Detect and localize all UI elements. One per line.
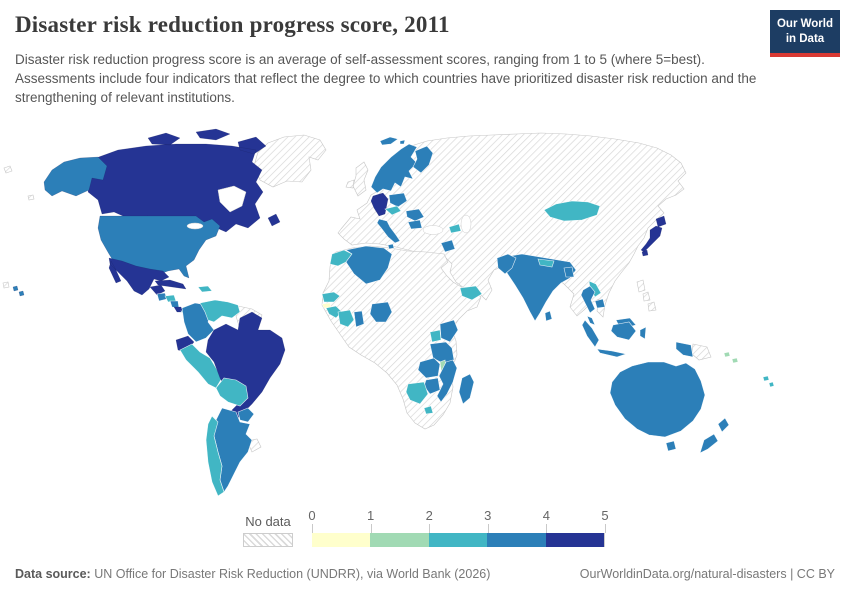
country-united-states[interactable] xyxy=(12,156,221,297)
country-bulgaria[interactable] xyxy=(407,219,423,230)
country-nigeria[interactable] xyxy=(369,301,393,323)
region-greenland xyxy=(253,134,327,188)
country-japan[interactable] xyxy=(640,215,667,257)
country-yemen[interactable] xyxy=(459,285,483,301)
caspian-sea xyxy=(460,214,472,234)
region-papua-new-guinea xyxy=(691,343,712,361)
country-uganda[interactable] xyxy=(429,329,442,343)
country-bangladesh[interactable] xyxy=(563,266,575,278)
owid-logo-line2: in Data xyxy=(785,32,825,45)
data-source-note: Data source: UN Office for Disaster Risk… xyxy=(15,567,490,581)
owid-url-link[interactable]: OurWorldinData.org/natural-disasters | C… xyxy=(579,567,835,581)
country-solomon-islands[interactable] xyxy=(723,351,739,364)
country-czechia[interactable] xyxy=(384,205,402,216)
region-philippines xyxy=(636,279,657,312)
country-cambodia[interactable] xyxy=(594,298,606,309)
region-edge-islands xyxy=(2,165,35,289)
data-source-label: Data source: xyxy=(15,567,91,581)
chart-footer: Data source: UN Office for Disaster Risk… xyxy=(15,567,835,581)
country-mexico[interactable] xyxy=(108,257,170,296)
region-united-kingdom xyxy=(345,161,369,197)
country-sri-lanka[interactable] xyxy=(544,310,553,322)
tick-label-2: 2 xyxy=(425,508,433,523)
black-sea xyxy=(422,225,444,235)
tick-label-1: 1 xyxy=(366,508,375,523)
country-madagascar[interactable] xyxy=(458,373,475,405)
legend-swatch-4-5[interactable] xyxy=(545,533,605,547)
tick-mark xyxy=(487,524,489,533)
country-syria[interactable] xyxy=(440,239,456,253)
tick-label-5: 5 xyxy=(601,508,609,523)
country-cuba[interactable] xyxy=(154,279,187,290)
hudson-bay xyxy=(217,185,247,213)
tick-mark xyxy=(312,524,313,533)
country-thailand[interactable] xyxy=(580,285,596,314)
data-source-text: UN Office for Disaster Risk Reduction (U… xyxy=(90,567,491,581)
legend-swatch-3-4[interactable] xyxy=(487,533,546,547)
country-mozambique[interactable] xyxy=(436,359,458,403)
country-botswana[interactable] xyxy=(405,381,429,405)
country-ghana[interactable] xyxy=(353,310,365,328)
country-finland[interactable] xyxy=(412,145,434,174)
country-mongolia[interactable] xyxy=(543,200,601,222)
tick-label-4: 4 xyxy=(542,508,551,523)
legend-swatch-0-1[interactable] xyxy=(312,533,371,547)
page-title: Disaster risk reduction progress score, … xyxy=(15,12,450,37)
owid-logo-line1: Our World xyxy=(776,18,833,30)
country-senegal[interactable] xyxy=(321,291,341,303)
country-armenia[interactable] xyxy=(448,223,462,234)
country-germany[interactable] xyxy=(370,192,389,217)
legend-color-bar xyxy=(312,533,605,547)
country-italy[interactable] xyxy=(376,218,401,250)
no-data-label: No data xyxy=(245,514,291,529)
country-india[interactable] xyxy=(499,253,577,322)
map-legend: No data 0 1 2 3 4 5 xyxy=(243,508,609,547)
country-cote-divoire[interactable] xyxy=(337,309,355,328)
country-paraguay[interactable] xyxy=(237,407,255,423)
country-poland[interactable] xyxy=(388,192,408,208)
country-australia[interactable] xyxy=(609,361,706,452)
great-lakes xyxy=(186,222,204,230)
country-dominican-republic[interactable] xyxy=(197,285,213,293)
tick-label-3: 3 xyxy=(484,508,492,523)
tick-label-0: 0 xyxy=(308,508,316,523)
tick-mark xyxy=(605,524,606,533)
country-new-zealand[interactable] xyxy=(699,417,730,454)
country-pakistan[interactable] xyxy=(496,253,517,275)
legend-color-scale: 0 1 2 3 4 5 xyxy=(308,508,609,547)
country-romania[interactable] xyxy=(405,208,425,222)
country-chile[interactable] xyxy=(205,415,225,497)
legend-swatch-1-2[interactable] xyxy=(370,533,429,547)
country-nepal[interactable] xyxy=(537,258,555,268)
region-eurasia-no-data xyxy=(337,132,687,318)
no-data-swatch[interactable] xyxy=(243,533,293,547)
country-zambia[interactable] xyxy=(417,357,441,379)
legend-swatch-2-3[interactable] xyxy=(428,533,488,547)
owid-logo[interactable]: Our World in Data xyxy=(770,10,840,57)
country-fiji[interactable] xyxy=(762,375,775,388)
country-lesotho[interactable] xyxy=(423,405,434,415)
tick-mark xyxy=(546,524,548,533)
country-venezuela[interactable] xyxy=(199,299,241,323)
country-indonesia[interactable] xyxy=(581,319,694,358)
country-algeria[interactable] xyxy=(345,245,393,285)
tick-mark xyxy=(429,524,431,533)
legend-no-data: No data xyxy=(243,514,293,547)
tick-mark xyxy=(370,524,372,533)
country-brazil[interactable] xyxy=(205,311,286,421)
country-bolivia[interactable] xyxy=(215,377,249,407)
chart-subtitle: Disaster risk reduction progress score i… xyxy=(15,52,757,106)
